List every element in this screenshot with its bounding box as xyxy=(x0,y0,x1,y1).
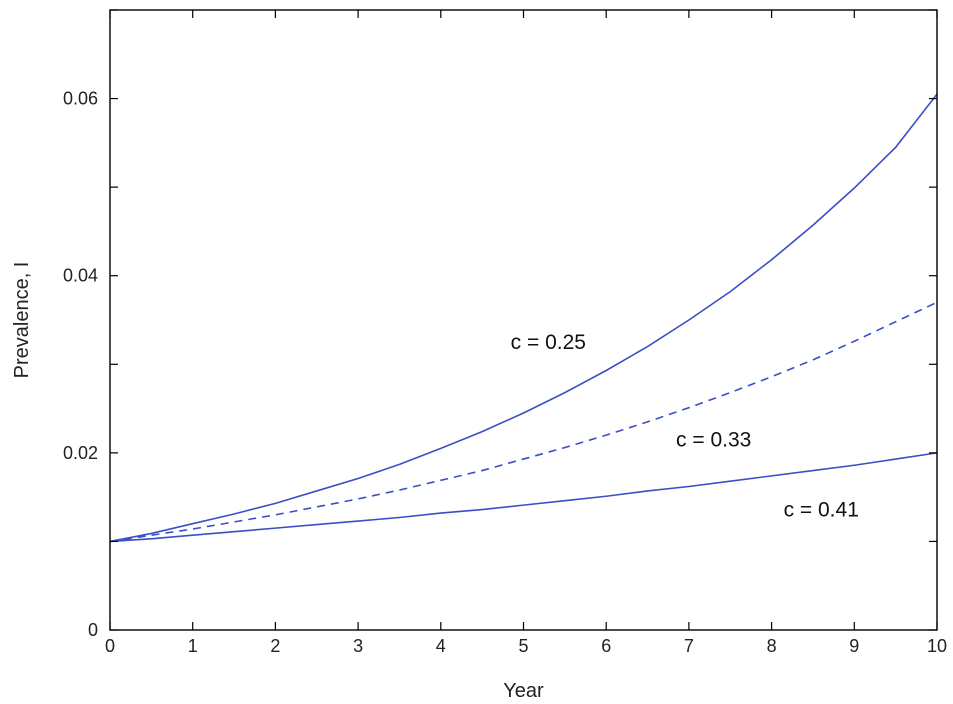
x-tick-label: 0 xyxy=(105,636,115,656)
x-tick-label: 4 xyxy=(436,636,446,656)
x-tick-label: 6 xyxy=(601,636,611,656)
y-tick-label: 0 xyxy=(88,620,98,640)
series-annotation-label: c = 0.33 xyxy=(676,429,751,452)
y-tick-label: 0.06 xyxy=(63,89,98,109)
x-tick-label: 10 xyxy=(927,636,947,656)
x-tick-label: 8 xyxy=(767,636,777,656)
y-axis-title: Prevalence, I xyxy=(11,262,33,379)
x-tick-label: 5 xyxy=(518,636,528,656)
x-tick-label: 3 xyxy=(353,636,363,656)
x-tick-label: 9 xyxy=(849,636,859,656)
series-line-2 xyxy=(109,301,938,543)
y-tick-label: 0.02 xyxy=(63,443,98,463)
x-tick-label: 2 xyxy=(270,636,280,656)
series-annotation-label: c = 0.25 xyxy=(511,331,586,354)
x-axis-title: Year xyxy=(503,680,544,702)
ticks-layer xyxy=(109,9,938,631)
series-line-1 xyxy=(109,93,938,543)
series-annotation-label: c = 0.41 xyxy=(784,499,859,522)
plot-frame xyxy=(109,9,938,631)
y-tick-label: 0.04 xyxy=(63,266,98,286)
x-tick-label: 7 xyxy=(684,636,694,656)
x-tick-labels: 0 1 2 3 4 5 6 7 8 9 10 xyxy=(105,636,947,656)
y-tick-labels: 0 0.02 0.04 0.06 xyxy=(63,89,98,640)
series-layer xyxy=(109,93,938,543)
series-line-3 xyxy=(109,452,938,543)
annotation-layer: c = 0.25 c = 0.33 c = 0.41 xyxy=(511,331,859,521)
x-tick-label: 1 xyxy=(188,636,198,656)
